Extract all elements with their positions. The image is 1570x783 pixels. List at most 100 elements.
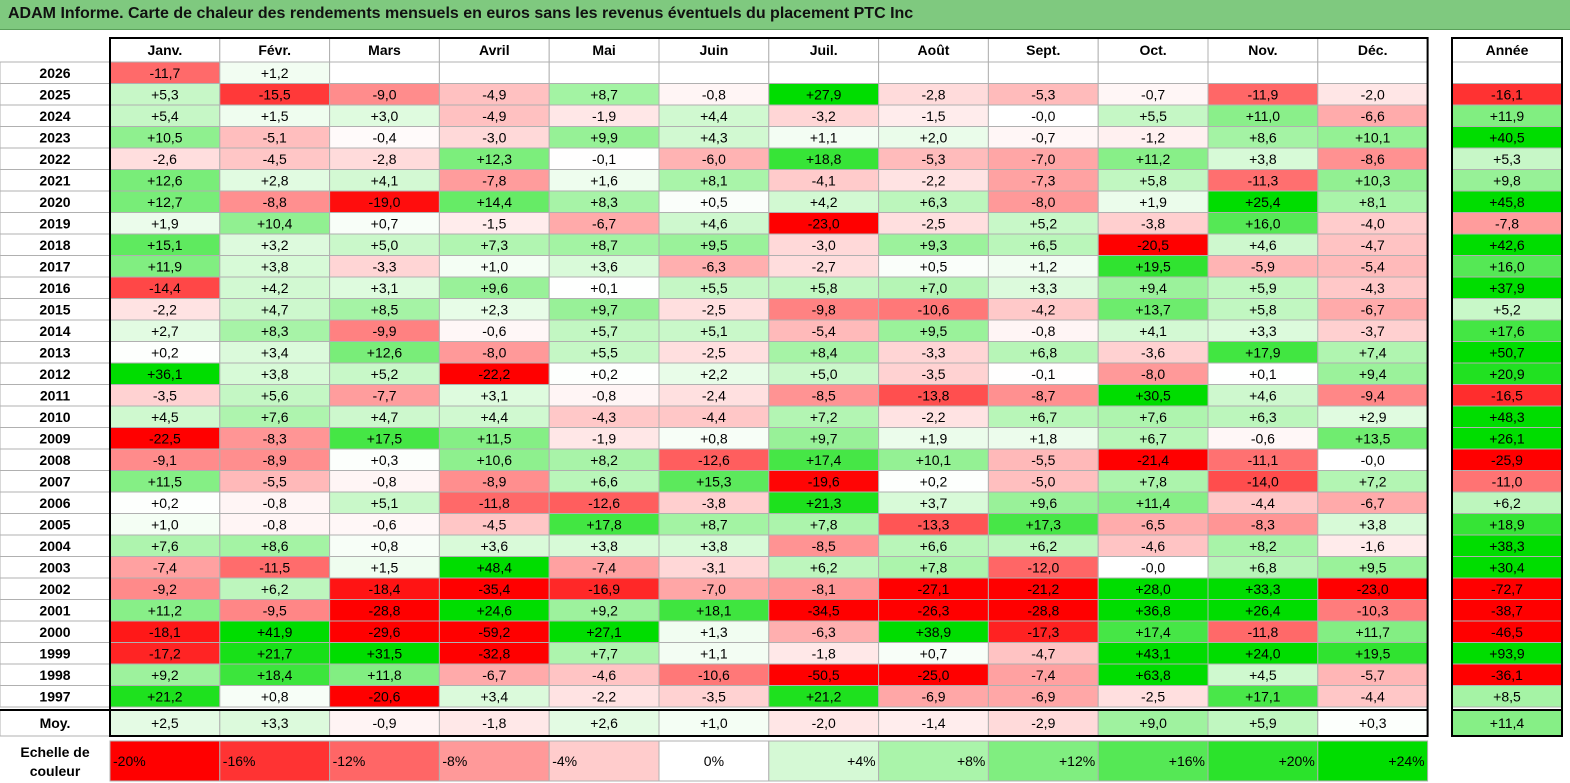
heatmap-value-label: +17,8 — [586, 516, 622, 532]
color-scale-swatch-label: +12% — [1059, 753, 1095, 769]
average-row-label-label: Moy. — [40, 715, 71, 731]
year-label-label: 2026 — [39, 65, 70, 81]
heatmap-value-label: +13,5 — [1355, 430, 1391, 446]
heatmap-value-label: +12,7 — [147, 194, 183, 210]
heatmap-value-label: +6,2 — [1029, 538, 1057, 554]
annual-value-label: +17,6 — [1489, 323, 1525, 339]
heatmap-value-label: -6,3 — [812, 624, 836, 640]
color-scale-swatch-cell — [1097, 740, 1209, 782]
heatmap-value-label: +9,7 — [810, 430, 838, 446]
heatmap-value-label: +5,0 — [371, 237, 399, 253]
heatmap-value-label: -22,5 — [149, 430, 181, 446]
heatmap-value-label: -8,8 — [263, 194, 287, 210]
heatmap-value-label: +7,0 — [920, 280, 948, 296]
heatmap-value-label: -3,3 — [372, 258, 396, 274]
heatmap-value-label: +7,8 — [1139, 473, 1167, 489]
month-grid-border — [109, 37, 1429, 737]
heatmap-value-label: +19,5 — [1135, 258, 1171, 274]
year-label-label: 1997 — [39, 688, 70, 704]
heatmap-value-label: +5,5 — [700, 280, 728, 296]
average-value-cell — [987, 709, 1099, 737]
heatmap-value-label: +3,6 — [590, 258, 618, 274]
color-scale-swatch-label: +4% — [847, 753, 875, 769]
heatmap-value-label: +4,6 — [700, 215, 728, 231]
heatmap-value-label: +1,1 — [700, 645, 728, 661]
heatmap-value-label: +4,4 — [700, 108, 728, 124]
heatmap-value-label: +9,6 — [1029, 495, 1057, 511]
heatmap-value-label: +11,5 — [148, 473, 183, 489]
heatmap-value-label: +8,1 — [700, 172, 728, 188]
heatmap-value-label: -10,3 — [1357, 602, 1389, 618]
annual-value-cell — [1451, 61, 1563, 84]
heatmap-value-label: -9,1 — [153, 452, 177, 468]
color-scale-swatch-cell — [768, 740, 880, 782]
heatmap-value-label: +8,2 — [590, 452, 618, 468]
annual-value-label: -38,7 — [1491, 602, 1523, 618]
heatmap-value-label: -6,0 — [702, 151, 726, 167]
heatmap-value-label: -5,7 — [1361, 667, 1385, 683]
heatmap-value-label: -0,6 — [1251, 430, 1275, 446]
heatmap-value-label: +12,3 — [477, 151, 513, 167]
heatmap-value-label: +3,4 — [480, 688, 508, 704]
heatmap-value-label: +9,2 — [590, 602, 618, 618]
heatmap-value-cell — [658, 61, 770, 84]
annual-value-label: +20,9 — [1489, 366, 1525, 382]
heatmap-value-label: +0,8 — [371, 538, 399, 554]
heatmap-value-label: +3,2 — [261, 237, 289, 253]
average-value-label: -2,9 — [1031, 715, 1055, 731]
heatmap-value-label: -2,2 — [921, 409, 945, 425]
year-label-label: 2018 — [39, 237, 70, 253]
heatmap-value-label: -0,8 — [263, 516, 287, 532]
heatmap-value-cell — [1097, 61, 1209, 84]
heatmap-value-label: -9,0 — [372, 86, 396, 102]
heatmap-value-label: -4,2 — [1031, 301, 1055, 317]
heatmap-value-label: +21,2 — [147, 688, 183, 704]
heatmap-value-label: -7,3 — [1031, 172, 1055, 188]
heatmap-value-label: +7,8 — [920, 559, 948, 575]
year-label-label: 1998 — [39, 667, 70, 683]
heatmap-value-label: +3,3 — [1029, 280, 1057, 296]
heatmap-value-label: +6,2 — [261, 581, 289, 597]
heatmap-value-label: -0,8 — [702, 86, 726, 102]
heatmap-value-label: -59,2 — [478, 624, 510, 640]
average-value-cell — [878, 709, 989, 737]
heatmap-value-label: -9,9 — [372, 323, 396, 339]
heatmap-value-label: +9,9 — [590, 129, 618, 145]
heatmap-value-label: -4,4 — [1251, 495, 1275, 511]
chart-title: ADAM Informe. Carte de chaleur des rende… — [8, 5, 914, 22]
heatmap-value-label: +36,1 — [147, 366, 183, 382]
heatmap-value-label: +15,1 — [147, 237, 183, 253]
year-label-label: 2010 — [39, 409, 70, 425]
heatmap-value-label: +10,4 — [257, 215, 293, 231]
heatmap-value-label: +48,4 — [477, 559, 513, 575]
heatmap-value-label: +1,9 — [151, 215, 179, 231]
heatmap-value-label: +18,4 — [257, 667, 293, 683]
heatmap-value-label: +7,3 — [480, 237, 508, 253]
heatmap-value-label: -4,3 — [592, 409, 616, 425]
heatmap-value-label: -4,4 — [702, 409, 726, 425]
heatmap-value-label: +4,7 — [261, 301, 289, 317]
heatmap-value-label: +7,6 — [1139, 409, 1167, 425]
heatmap-value-label: +9,7 — [590, 301, 618, 317]
month-header-label: Janv. — [148, 42, 183, 58]
heatmap-value-label: +1,1 — [810, 129, 838, 145]
month-header-label: Nov. — [1248, 42, 1277, 58]
year-label-label: 2021 — [39, 172, 70, 188]
month-header-label: Avril — [479, 42, 510, 58]
year-label-label: 2019 — [39, 215, 70, 231]
heatmap-value-label: -2,2 — [153, 301, 177, 317]
heatmap-value-label: +16,0 — [1245, 215, 1281, 231]
heatmap-value-label: +7,4 — [1359, 344, 1387, 360]
heatmap-value-label: -1,5 — [482, 215, 506, 231]
heatmap-value-label: +31,5 — [367, 645, 403, 661]
heatmap-value-label: -3,3 — [921, 344, 945, 360]
heatmap-value-label: -7,8 — [482, 172, 506, 188]
heatmap-value-label: -19,6 — [808, 473, 840, 489]
annual-value-label: +30,4 — [1489, 559, 1525, 575]
annual-value-label: -7,8 — [1495, 215, 1519, 231]
heatmap-value-label: +18,1 — [696, 602, 732, 618]
heatmap-value-label: +6,7 — [1139, 430, 1167, 446]
heatmap-value-label: +7,7 — [590, 645, 618, 661]
heatmap-value-label: +0,3 — [371, 452, 399, 468]
